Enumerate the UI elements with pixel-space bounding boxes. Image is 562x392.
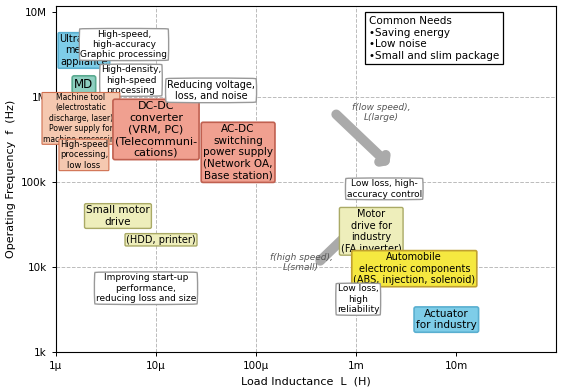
Text: High-density,
high-speed
processing: High-density, high-speed processing (101, 65, 161, 95)
Text: High-speed
processing,
low loss: High-speed processing, low loss (60, 140, 108, 170)
Text: Ultrasonic
medical
appliance: Ultrasonic medical appliance (60, 34, 108, 67)
Text: f(low speed),
L(large): f(low speed), L(large) (352, 103, 410, 122)
Text: Improving start-up
performance,
reducing loss and size: Improving start-up performance, reducing… (96, 273, 196, 303)
Text: f(high speed),
L(small): f(high speed), L(small) (270, 253, 333, 272)
Text: AC-DC
switching
power supply
(Network OA,
Base station): AC-DC switching power supply (Network OA… (203, 124, 273, 181)
Text: Machine tool
(electrostatic
discharge, laser)
Power supply for
machine processin: Machine tool (electrostatic discharge, l… (43, 93, 119, 144)
Text: High-speed,
high-accuracy
Graphic processing: High-speed, high-accuracy Graphic proces… (80, 30, 167, 60)
Text: Motor
drive for
industry
(FA inverter): Motor drive for industry (FA inverter) (341, 209, 402, 254)
Text: Reducing voltage,
loss, and noise: Reducing voltage, loss, and noise (167, 80, 255, 101)
Text: (HDD, printer): (HDD, printer) (126, 235, 196, 245)
Text: Low loss,
high
reliability: Low loss, high reliability (337, 284, 379, 314)
X-axis label: Load Inductance  L  (H): Load Inductance L (H) (241, 376, 371, 387)
Text: Automobile
electronic components
(ABS, injection, solenoid): Automobile electronic components (ABS, i… (353, 252, 475, 285)
Y-axis label: Operating Frequency  f  (Hz): Operating Frequency f (Hz) (6, 100, 16, 258)
Text: Common Needs
•Saving energy
•Low noise
•Small and slim package: Common Needs •Saving energy •Low noise •… (369, 16, 499, 61)
Text: DC-DC
converter
(VRM, PC)
(Telecommuni-
cations): DC-DC converter (VRM, PC) (Telecommuni- … (115, 101, 197, 158)
Text: Low loss, high-
accuracy control: Low loss, high- accuracy control (347, 179, 422, 199)
Text: Actuator
for industry: Actuator for industry (416, 309, 477, 330)
Text: MD: MD (74, 78, 93, 91)
Text: Small motor
drive: Small motor drive (86, 205, 150, 227)
